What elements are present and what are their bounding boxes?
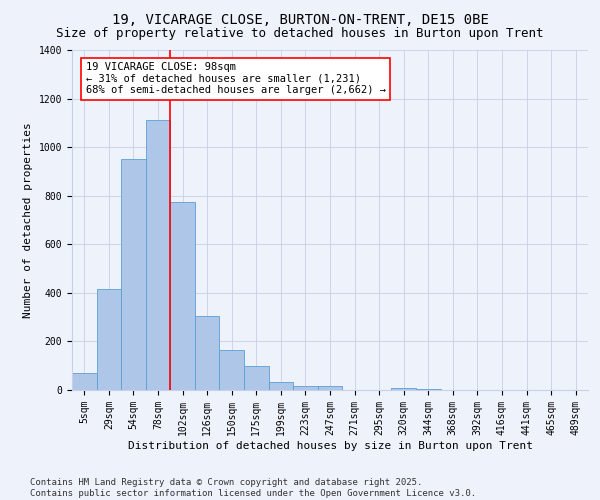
Bar [146, 120, 170, 390]
Bar [220, 350, 244, 390]
Text: Contains HM Land Registry data © Crown copyright and database right 2025.
Contai: Contains HM Land Registry data © Crown c… [30, 478, 476, 498]
Bar [97, 289, 121, 390]
Text: Size of property relative to detached houses in Burton upon Trent: Size of property relative to detached ho… [56, 28, 544, 40]
Bar [244, 366, 269, 390]
Y-axis label: Number of detached properties: Number of detached properties [23, 122, 33, 318]
Bar [318, 386, 342, 390]
Bar [121, 160, 146, 390]
Bar [391, 388, 416, 390]
Bar [170, 202, 195, 390]
Bar [195, 316, 220, 390]
X-axis label: Distribution of detached houses by size in Burton upon Trent: Distribution of detached houses by size … [128, 440, 533, 450]
Bar [72, 373, 97, 390]
Bar [269, 382, 293, 390]
Bar [416, 389, 440, 390]
Text: 19 VICARAGE CLOSE: 98sqm
← 31% of detached houses are smaller (1,231)
68% of sem: 19 VICARAGE CLOSE: 98sqm ← 31% of detach… [86, 62, 386, 96]
Text: 19, VICARAGE CLOSE, BURTON-ON-TRENT, DE15 0BE: 19, VICARAGE CLOSE, BURTON-ON-TRENT, DE1… [112, 12, 488, 26]
Bar [293, 386, 318, 390]
